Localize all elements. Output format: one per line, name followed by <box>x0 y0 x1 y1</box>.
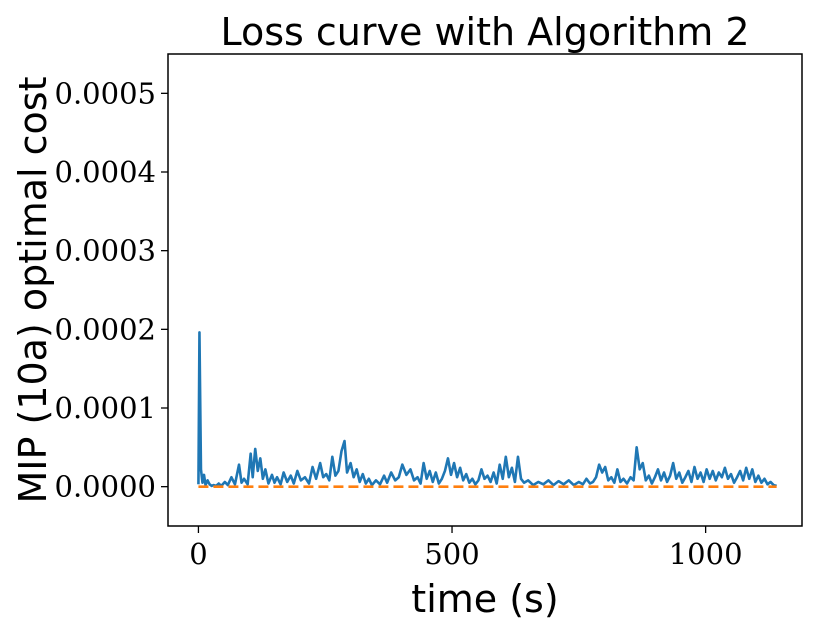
x-tick-label: 0 <box>189 537 207 571</box>
y-tick-label: 0.0002 <box>55 312 156 346</box>
series-line-solid <box>197 331 777 488</box>
y-tick-label: 0.0001 <box>55 391 156 425</box>
plot-area <box>197 331 777 488</box>
x-tick-label: 500 <box>424 537 479 571</box>
y-tick-label: 0.0004 <box>55 155 156 189</box>
y-tick-label: 0.0005 <box>55 76 156 110</box>
x-axis-label: time (s) <box>411 577 558 621</box>
y-axis-ticks: 0.0000 0.0001 0.0002 0.0003 0.0004 0.0005 <box>55 76 168 504</box>
plot-frame <box>167 53 803 527</box>
x-tick-label: 1000 <box>669 537 743 571</box>
x-axis-ticks: 0 500 1000 <box>189 526 743 571</box>
chart-title: Loss curve with Algorithm 2 <box>220 10 749 54</box>
y-axis-label: MIP (10a) optimal cost <box>11 77 55 504</box>
y-tick-label: 0.0003 <box>55 234 156 268</box>
y-tick-label: 0.0000 <box>55 470 156 504</box>
